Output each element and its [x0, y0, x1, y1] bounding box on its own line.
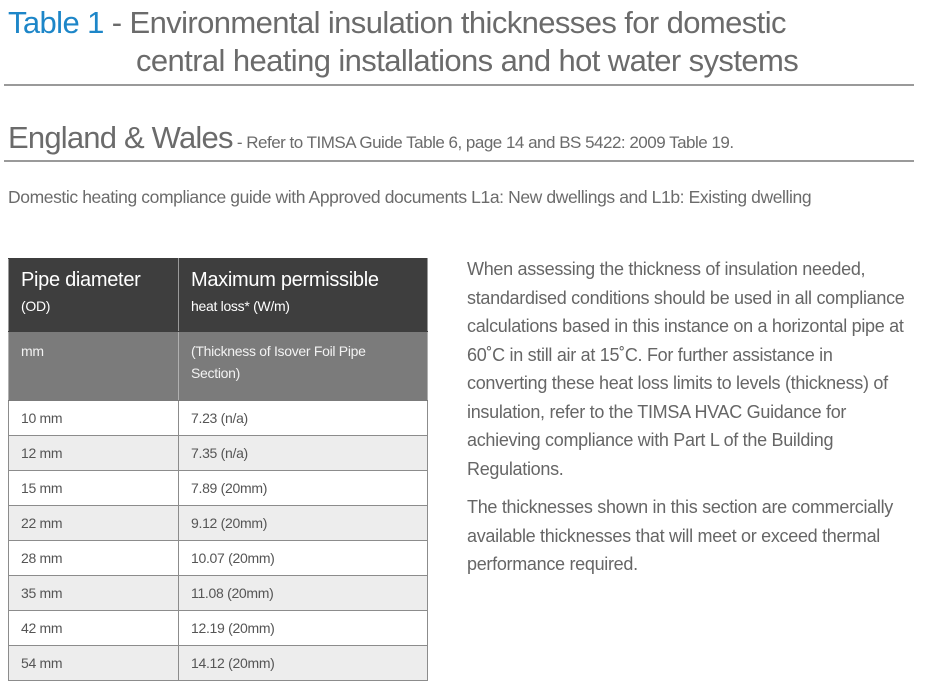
section-heading: England & Wales - Refer to TIMSA Guide T… — [8, 118, 734, 163]
cell-diameter: 42 mm — [8, 610, 179, 646]
title-separator: - — [103, 5, 130, 40]
cell-heat-loss: 11.08 (20mm) — [178, 575, 428, 611]
insulation-table: Pipe diameter (OD) Maximum permissible hea… — [8, 258, 428, 681]
region-name: England & Wales — [8, 120, 233, 155]
side-paragraph: The thicknesses shown in this section ar… — [467, 497, 893, 574]
cell-heat-loss: 7.89 (20mm) — [178, 470, 428, 506]
header-subtitle: (OD) — [21, 298, 51, 314]
cell-diameter: 15 mm — [8, 470, 179, 506]
cell-diameter: 54 mm — [8, 645, 179, 681]
cell-diameter: 10 mm — [8, 400, 179, 436]
cell-heat-loss: 7.35 (n/a) — [178, 435, 428, 471]
section-divider — [4, 160, 914, 162]
cell-heat-loss: 12.19 (20mm) — [178, 610, 428, 646]
header-title: Pipe diameter — [21, 269, 141, 291]
table-row: 10 mm 7.23 (n/a) — [8, 400, 428, 436]
table-row: 42 mm 12.19 (20mm) — [8, 610, 428, 646]
page-title: Table 1 - Environmental insulation thick… — [8, 4, 799, 80]
title-line-1: Environmental insulation thicknesses for… — [129, 5, 787, 40]
intro-text: Domestic heating compliance guide with A… — [8, 187, 812, 207]
cell-heat-loss: 9.12 (20mm) — [178, 505, 428, 541]
side-text: When assessing the thickness of insulati… — [467, 255, 917, 589]
cell-heat-loss: 7.23 (n/a) — [178, 400, 428, 436]
table-header-row: Pipe diameter (OD) Maximum permissible hea… — [8, 258, 428, 332]
table-row: 15 mm 7.89 (20mm) — [8, 470, 428, 506]
cell-diameter: 12 mm — [8, 435, 179, 471]
title-line-2: central heating installations and hot wa… — [136, 43, 799, 78]
header-subtitle: heat loss* (W/m) — [191, 298, 290, 314]
table-row: 22 mm 9.12 (20mm) — [8, 505, 428, 541]
header-pipe-diameter: Pipe diameter (OD) — [8, 258, 179, 332]
cell-heat-loss: 14.12 (20mm) — [178, 645, 428, 681]
header-heat-loss: Maximum permissible heat loss* (W/m) — [178, 258, 428, 332]
side-paragraph: When assessing the thickness of insulati… — [467, 259, 905, 479]
title-divider — [4, 84, 914, 86]
table-row: 54 mm 14.12 (20mm) — [8, 645, 428, 681]
table-units-row: mm (Thickness of Isover Foil Pipe Sectio… — [8, 331, 428, 401]
table-label: Table 1 — [8, 5, 104, 40]
unit-thickness: (Thickness of Isover Foil Pipe Section) — [178, 331, 428, 401]
header-title: Maximum permissible — [191, 269, 379, 291]
cell-heat-loss: 10.07 (20mm) — [178, 540, 428, 576]
table-row: 12 mm 7.35 (n/a) — [8, 435, 428, 471]
table-row: 28 mm 10.07 (20mm) — [8, 540, 428, 576]
unit-mm: mm — [8, 331, 179, 401]
cell-diameter: 22 mm — [8, 505, 179, 541]
region-reference: - Refer to TIMSA Guide Table 6, page 14 … — [232, 133, 734, 152]
cell-diameter: 28 mm — [8, 540, 179, 576]
cell-diameter: 35 mm — [8, 575, 179, 611]
table-row: 35 mm 11.08 (20mm) — [8, 575, 428, 611]
